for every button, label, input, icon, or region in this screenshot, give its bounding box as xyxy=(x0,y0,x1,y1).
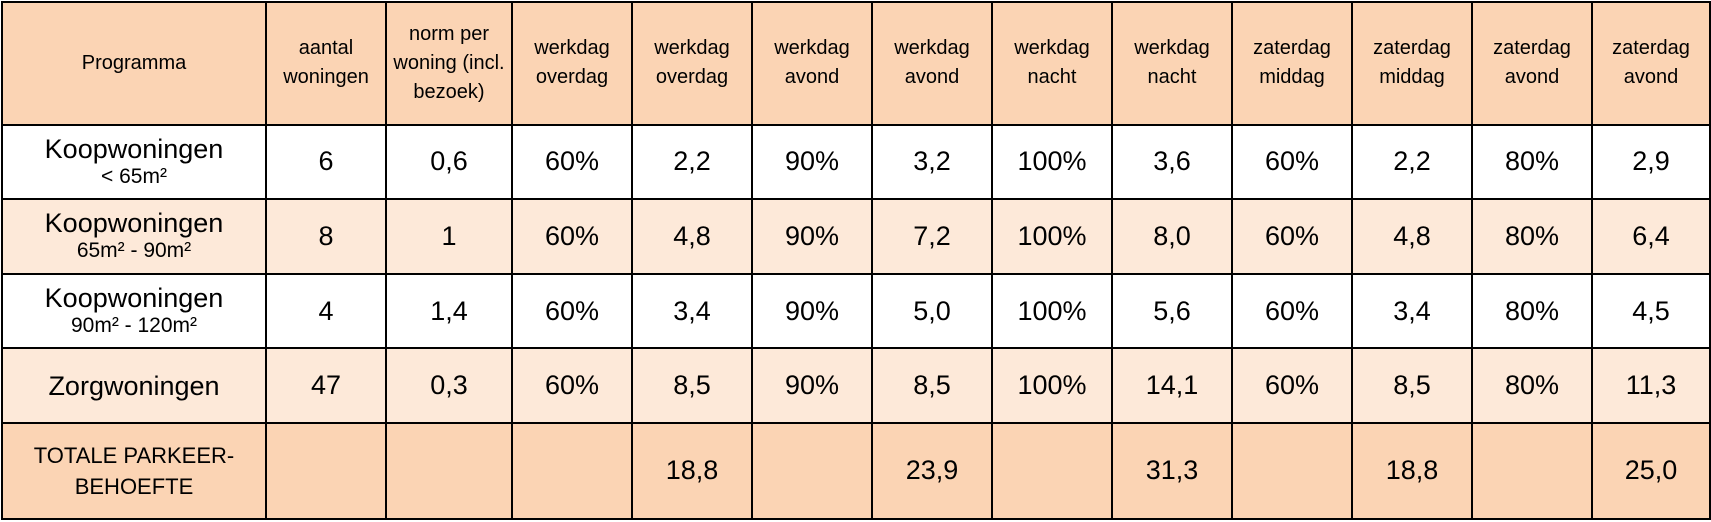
program-name: Koopwoningen xyxy=(44,208,224,239)
table-cell: 60% xyxy=(511,198,633,275)
total-cell: 18,8 xyxy=(631,421,753,521)
total-cell xyxy=(751,421,873,521)
total-row: TOTALE PARKEER-BEHOEFTE 18,8 23,9 31,3 18,8… xyxy=(1,421,1711,521)
table-cell: 8,5 xyxy=(631,347,753,424)
table-cell: 90% xyxy=(751,272,873,350)
table-row: Koopwoningen 65m² - 90m² 8 1 60% 4,8 90% 7,2 100… xyxy=(1,198,1711,275)
table-cell: 60% xyxy=(511,123,633,201)
total-cell: 25,0 xyxy=(1591,421,1711,521)
table-cell: 4,8 xyxy=(1351,198,1473,275)
header-cell-zaterdag-avond: zaterdag avond xyxy=(1591,1,1711,126)
program-size: 65m² - 90m² xyxy=(76,239,192,263)
program-cell: Koopwoningen 90m² - 120m² xyxy=(1,272,267,350)
program-name: Zorgwoningen xyxy=(48,370,220,401)
table-cell: 14,1 xyxy=(1111,347,1233,424)
table-cell: 60% xyxy=(1231,123,1353,201)
total-cell xyxy=(265,421,387,521)
table-cell: 4 xyxy=(265,272,387,350)
table-cell: 5,0 xyxy=(871,272,993,350)
table-cell: 60% xyxy=(511,272,633,350)
table-cell: 3,6 xyxy=(1111,123,1233,201)
total-cell xyxy=(1231,421,1353,521)
program-cell: Koopwoningen 65m² - 90m² xyxy=(1,198,267,275)
table-cell: 6 xyxy=(265,123,387,201)
table-cell: 1 xyxy=(385,198,513,275)
total-cell xyxy=(991,421,1113,521)
table-cell: 6,4 xyxy=(1591,198,1711,275)
table-cell: 60% xyxy=(1231,272,1353,350)
table-cell: 3,2 xyxy=(871,123,993,201)
total-cell: 18,8 xyxy=(1351,421,1473,521)
table-row: Zorgwoningen 47 0,3 60% 8,5 90% 8,5 100% 14,1 60%… xyxy=(1,347,1711,424)
program-name: Koopwoningen xyxy=(44,133,224,164)
header-cell-zaterdag-avond-pct: zaterdag avond xyxy=(1471,1,1593,126)
table-cell: 60% xyxy=(511,347,633,424)
total-cell xyxy=(1471,421,1593,521)
table-cell: 8,0 xyxy=(1111,198,1233,275)
program-size: < 65m² xyxy=(101,164,167,188)
table-cell: 8 xyxy=(265,198,387,275)
table-cell: 4,5 xyxy=(1591,272,1711,350)
table-cell: 1,4 xyxy=(385,272,513,350)
table-row: Koopwoningen 90m² - 120m² 4 1,4 60% 3,4 90% 5,0… xyxy=(1,272,1711,350)
table-cell: 60% xyxy=(1231,347,1353,424)
table-cell: 47 xyxy=(265,347,387,424)
header-row: Programma aantal woningen norm per wonin… xyxy=(1,1,1711,126)
header-cell-zaterdag-middag-pct: zaterdag middag xyxy=(1231,1,1353,126)
table-cell: 60% xyxy=(1231,198,1353,275)
header-cell-werkdag-overdag: werkdag overdag xyxy=(631,1,753,126)
table-cell: 80% xyxy=(1471,347,1593,424)
total-cell xyxy=(511,421,633,521)
table-cell: 80% xyxy=(1471,198,1593,275)
table-cell: 0,3 xyxy=(385,347,513,424)
header-cell-werkdag-nacht-pct: werkdag nacht xyxy=(991,1,1113,126)
total-label: TOTALE PARKEER-BEHOEFTE xyxy=(1,421,267,521)
table-cell: 80% xyxy=(1471,272,1593,350)
total-cell xyxy=(385,421,513,521)
table-cell: 8,5 xyxy=(1351,347,1473,424)
table-cell: 2,2 xyxy=(1351,123,1473,201)
table-cell: 100% xyxy=(991,272,1113,350)
table-row: Koopwoningen < 65m² 6 0,6 60% 2,2 90% 3,2 100% 3,… xyxy=(1,123,1711,201)
table-cell: 100% xyxy=(991,123,1113,201)
header-cell-werkdag-avond-pct: werkdag avond xyxy=(751,1,873,126)
table-cell: 5,6 xyxy=(1111,272,1233,350)
table-cell: 7,2 xyxy=(871,198,993,275)
table-cell: 90% xyxy=(751,123,873,201)
table-cell: 100% xyxy=(991,198,1113,275)
program-name: Koopwoningen xyxy=(44,283,224,314)
table-cell: 0,6 xyxy=(385,123,513,201)
total-cell: 23,9 xyxy=(871,421,993,521)
header-cell-norm-per-woning: norm per woning (incl. bezoek) xyxy=(385,1,513,126)
table-cell: 3,4 xyxy=(631,272,753,350)
table-cell: 90% xyxy=(751,347,873,424)
table-cell: 11,3 xyxy=(1591,347,1711,424)
header-cell-werkdag-overdag-pct: werkdag overdag xyxy=(511,1,633,126)
header-cell-programma: Programma xyxy=(1,1,267,126)
program-cell: Zorgwoningen xyxy=(1,347,267,424)
table-cell: 4,8 xyxy=(631,198,753,275)
header-cell-werkdag-avond: werkdag avond xyxy=(871,1,993,126)
header-cell-aantal-woningen: aantal woningen xyxy=(265,1,387,126)
table-cell: 2,2 xyxy=(631,123,753,201)
table-body: Koopwoningen < 65m² 6 0,6 60% 2,2 90% 3,2 100% 3,… xyxy=(1,123,1711,424)
header-cell-zaterdag-middag: zaterdag middag xyxy=(1351,1,1473,126)
table-cell: 3,4 xyxy=(1351,272,1473,350)
table-cell: 90% xyxy=(751,198,873,275)
table-cell: 2,9 xyxy=(1591,123,1711,201)
total-cell: 31,3 xyxy=(1111,421,1233,521)
table-cell: 80% xyxy=(1471,123,1593,201)
program-size: 90m² - 120m² xyxy=(70,314,198,338)
header-cell-werkdag-nacht: werkdag nacht xyxy=(1111,1,1233,126)
table-cell: 8,5 xyxy=(871,347,993,424)
program-cell: Koopwoningen < 65m² xyxy=(1,123,267,201)
table-cell: 100% xyxy=(991,347,1113,424)
